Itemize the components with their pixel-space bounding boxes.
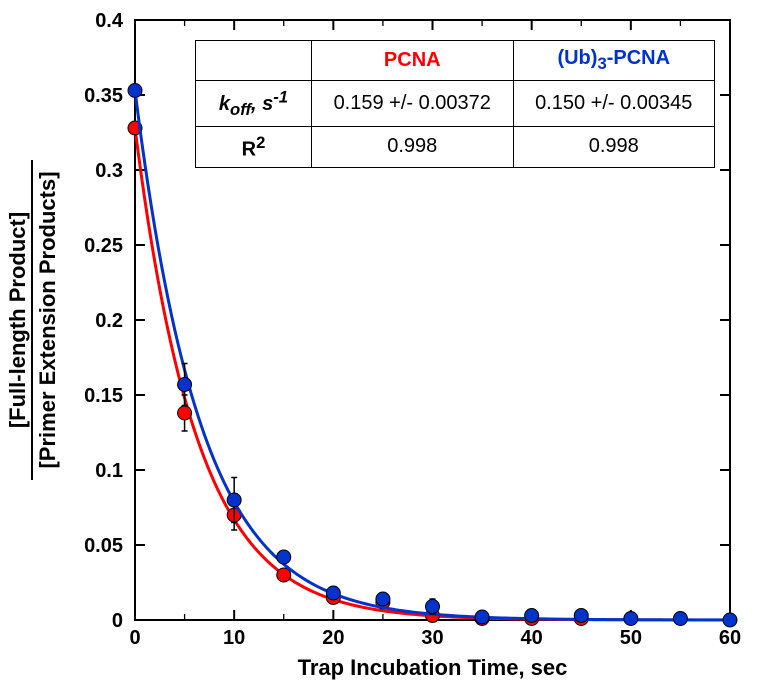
svg-text:0: 0 xyxy=(112,610,123,632)
rsq-ub3pcna-value: 0.998 xyxy=(513,126,715,168)
svg-text:50: 50 xyxy=(620,627,642,649)
y-axis-title-denominator: [Primer Extension Products] xyxy=(35,171,60,468)
x-axis-title: Trap Incubation Time, sec xyxy=(298,655,568,680)
svg-text:0.3: 0.3 xyxy=(95,160,123,182)
svg-text:30: 30 xyxy=(421,627,443,649)
table-row: koff, s-1 0.159 +/- 0.00372 0.150 +/- 0.… xyxy=(196,81,715,127)
svg-text:0.05: 0.05 xyxy=(84,535,123,557)
y-axis-title-numerator: [Full-length Product] xyxy=(5,212,30,428)
koff-pcna-value: 0.159 +/- 0.00372 xyxy=(312,81,514,127)
svg-text:0: 0 xyxy=(129,627,140,649)
svg-text:0.25: 0.25 xyxy=(84,235,123,257)
svg-text:0.2: 0.2 xyxy=(95,310,123,332)
table-row: R2 0.998 0.998 xyxy=(196,126,715,168)
svg-text:0.1: 0.1 xyxy=(95,460,123,482)
svg-text:60: 60 xyxy=(719,627,741,649)
koff-ub3pcna-value: 0.150 +/- 0.00345 xyxy=(513,81,715,127)
svg-text:0.15: 0.15 xyxy=(84,385,123,407)
row-label-rsq: R2 xyxy=(196,126,312,168)
rsq-pcna-value: 0.998 xyxy=(312,126,514,168)
svg-text:40: 40 xyxy=(521,627,543,649)
table-header-blank xyxy=(196,41,312,81)
svg-text:10: 10 xyxy=(223,627,245,649)
svg-text:0.35: 0.35 xyxy=(84,85,123,107)
table-header-pcna: PCNA xyxy=(312,41,514,81)
svg-text:20: 20 xyxy=(322,627,344,649)
table-row: PCNA (Ub)3-PCNA xyxy=(196,41,715,81)
table-header-ub3pcna: (Ub)3-PCNA xyxy=(513,41,715,81)
chart-container: 0 10 20 30 40 50 60 0 0.05 0.1 0.15 0.2 0.25 0.3 0.35 0… xyxy=(0,0,761,696)
svg-text:0.4: 0.4 xyxy=(95,10,124,32)
inset-results-table: PCNA (Ub)3-PCNA koff, s-1 0.159 +/- 0.00… xyxy=(195,40,715,168)
row-label-koff: koff, s-1 xyxy=(196,81,312,127)
